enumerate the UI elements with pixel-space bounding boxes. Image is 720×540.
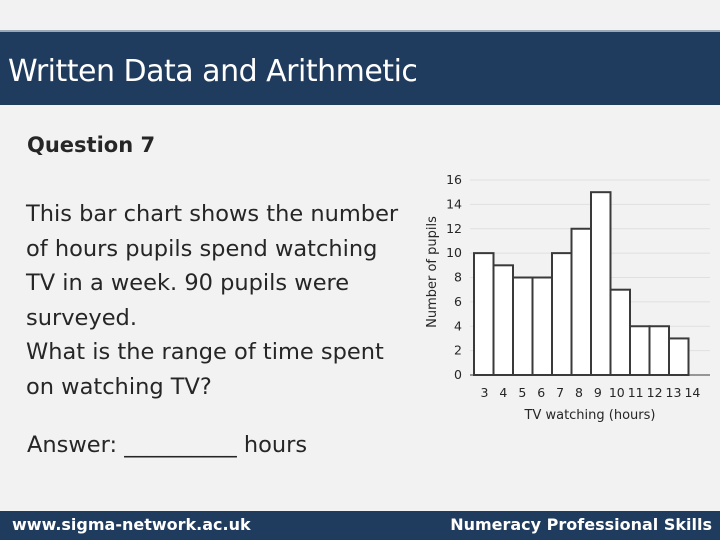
- y-tick-label: 4: [454, 318, 462, 333]
- footer-branding: Numeracy Professional Skills: [450, 515, 712, 534]
- bar: [629, 325, 651, 376]
- y-tick-label: 12: [446, 221, 462, 236]
- bar: [551, 252, 573, 376]
- question-line: This bar chart shows the number: [26, 201, 399, 227]
- y-tick-label: 8: [454, 270, 462, 285]
- x-tick-label: 10: [609, 385, 625, 400]
- x-tick-label: 8: [575, 385, 583, 400]
- x-tick-label: 3: [481, 385, 489, 400]
- bar: [609, 288, 631, 376]
- bar: [570, 227, 592, 376]
- y-tick-label: 16: [446, 172, 462, 187]
- y-tick-label: 14: [446, 196, 462, 211]
- x-tick-label: 5: [518, 385, 526, 400]
- y-axis-title: Number of pupils: [425, 216, 440, 328]
- x-axis-title: TV watching (hours): [524, 408, 656, 423]
- y-tick-label: 0: [454, 367, 462, 382]
- question-line: on watching TV?: [26, 373, 212, 400]
- footer-bar: www.sigma-network.ac.uk Numeracy Profess…: [0, 511, 720, 540]
- y-tick-label: 6: [454, 294, 462, 309]
- bar: [492, 264, 514, 376]
- bar: [531, 276, 553, 376]
- y-tick-label: 10: [446, 245, 462, 260]
- x-tick-label: 9: [594, 385, 602, 400]
- bar: [512, 276, 534, 376]
- question-line: TV in a week. 90 pupils were: [26, 270, 350, 296]
- x-tick-label: 4: [499, 385, 507, 400]
- header-bar: Written Data and Arithmetic: [0, 30, 720, 105]
- question-text: This bar chart shows the number of hours…: [26, 197, 406, 404]
- bar: [648, 325, 670, 376]
- question-line: of hours pupils spend watching: [26, 235, 378, 262]
- bar: [590, 191, 612, 376]
- page-title: Written Data and Arithmetic: [8, 54, 418, 89]
- footer-website: www.sigma-network.ac.uk: [12, 515, 251, 534]
- question-line: What is the range of time spent: [26, 339, 384, 365]
- x-tick-label: 7: [556, 385, 564, 400]
- x-tick-label: 14: [684, 385, 700, 400]
- x-tick-label: 6: [537, 385, 545, 400]
- top-stripe: [0, 0, 720, 30]
- answer-prompt: Answer: __________ hours: [27, 432, 308, 458]
- x-tick-label: 12: [647, 385, 663, 400]
- y-tick-label: 2: [454, 343, 462, 358]
- x-tick-label: 13: [666, 385, 682, 400]
- bar: [473, 252, 495, 376]
- x-tick-label: 11: [628, 385, 644, 400]
- bar: [668, 337, 690, 376]
- question-heading: Question 7: [27, 133, 156, 157]
- question-line: surveyed.: [26, 304, 137, 331]
